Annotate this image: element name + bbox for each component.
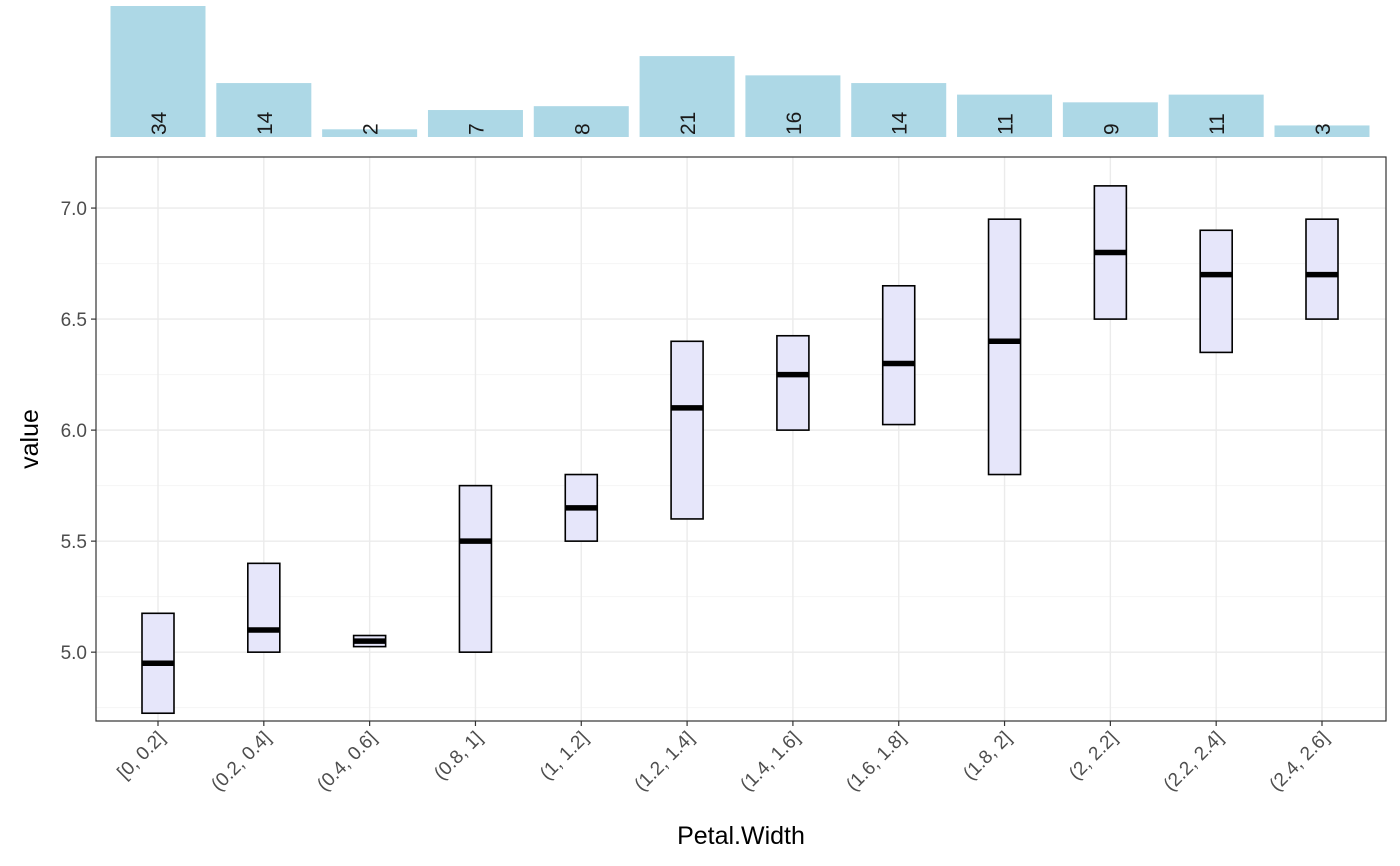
count-bar [110, 6, 206, 137]
y-tick-label: 5.0 [61, 643, 87, 664]
crossbars [141, 185, 1339, 715]
crossbar-box [247, 562, 281, 653]
crossbar-box [881, 284, 916, 426]
count-bars [110, 6, 1370, 137]
crossbar-box [1199, 229, 1233, 354]
x-tick-label: (1.4, 1.6] [737, 728, 805, 796]
count-label: 7 [465, 123, 488, 135]
crossbar-box [987, 218, 1022, 476]
grid [96, 157, 1386, 721]
y-tick-label: 7.0 [61, 199, 87, 220]
x-tick-label: (0.2, 0.4] [207, 728, 275, 796]
y-tick-label: 5.5 [61, 532, 87, 553]
x-tick-label: (1.6, 1.8] [842, 728, 910, 796]
crossbar-box [1305, 218, 1339, 320]
count-label: 16 [783, 112, 806, 135]
count-label: 8 [571, 123, 594, 135]
y-axis: 5.0 5.5 6.0 6.5 7.0 [61, 199, 96, 664]
count-label: 34 [148, 111, 171, 135]
x-tick-label: [0, 0.2] [114, 728, 170, 784]
count-labels: 34 14 2 7 8 21 16 14 11 9 11 3 [148, 111, 1335, 135]
x-tick-label: (1, 1.2] [536, 728, 593, 785]
count-bar [533, 106, 629, 137]
y-axis-title: value [16, 409, 44, 469]
count-label: 14 [254, 111, 277, 135]
plot-panel-border [95, 156, 1387, 722]
count-label: 3 [1312, 123, 1335, 135]
count-bar [851, 83, 947, 137]
count-bar [322, 129, 418, 137]
count-bar [639, 56, 735, 137]
count-bar [427, 110, 523, 137]
count-label: 9 [1100, 123, 1123, 135]
x-axis-title: Petal.Width [677, 822, 805, 850]
count-label: 21 [677, 112, 700, 135]
y-tick-label: 6.5 [61, 310, 87, 331]
x-tick-label: (2.2, 2.4] [1160, 728, 1228, 796]
count-bar [1168, 94, 1264, 137]
count-bar [216, 83, 312, 137]
crossbar-box [458, 484, 493, 653]
x-tick-label: (2.4, 2.6] [1266, 728, 1334, 796]
x-tick-label: (1.8, 2] [959, 728, 1016, 785]
count-label: 14 [889, 111, 912, 135]
crossbar-box [670, 340, 704, 520]
x-tick-label: (1.2, 1.4] [631, 728, 699, 796]
crossbar-box [776, 334, 810, 431]
count-label: 11 [1206, 113, 1229, 135]
count-bar [1274, 125, 1370, 137]
y-tick-label: 6.0 [61, 421, 87, 442]
count-label: 2 [360, 123, 383, 135]
count-bar [745, 75, 841, 137]
x-tick-label: (0.4, 0.6] [313, 728, 381, 796]
x-tick-label: (0.8, 1] [430, 728, 487, 785]
x-tick-label: (2, 2.2] [1065, 728, 1122, 785]
count-bar [1062, 102, 1158, 137]
count-bar [957, 94, 1053, 137]
x-axis: [0, 0.2] (0.2, 0.4] (0.4, 0.6] (0.8, 1] (1, … [114, 721, 1334, 796]
count-label: 11 [995, 113, 1018, 135]
